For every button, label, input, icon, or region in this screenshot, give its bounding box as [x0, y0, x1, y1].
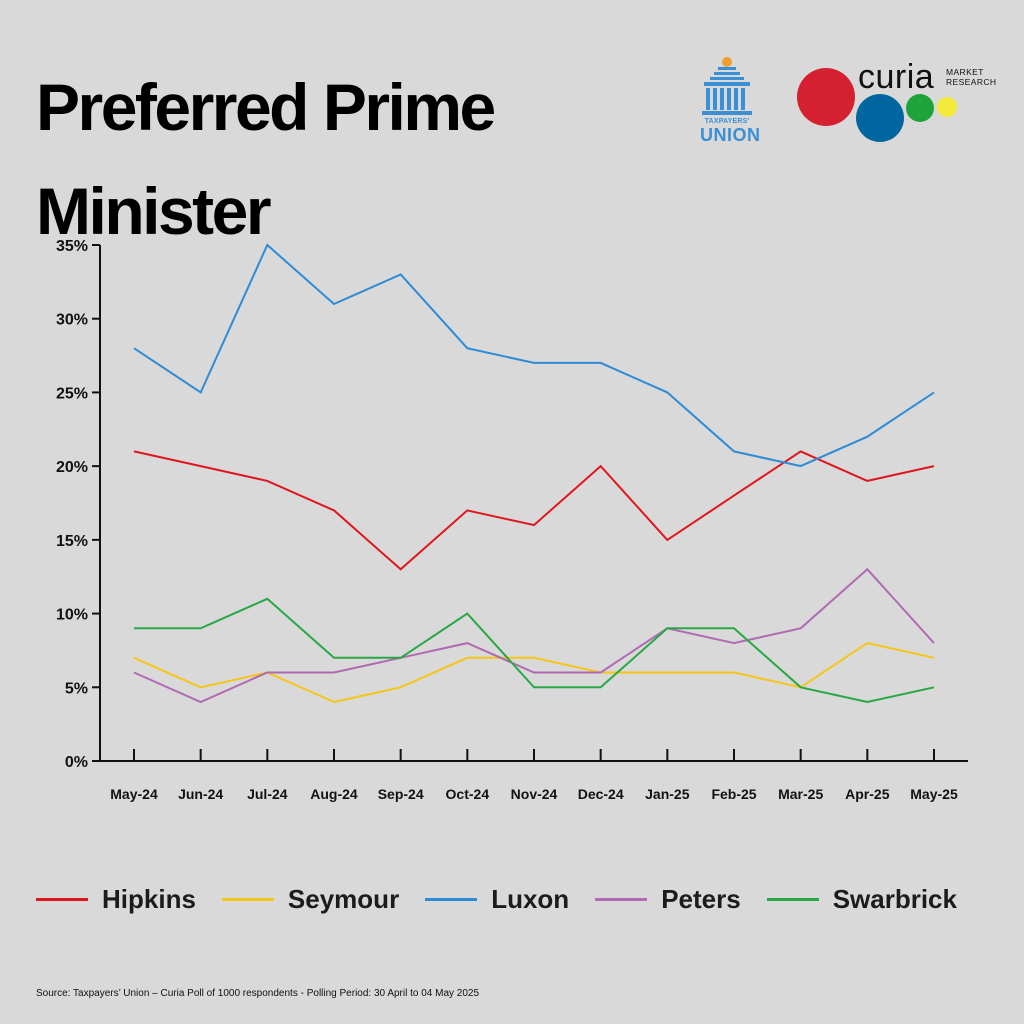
legend-item-seymour: Seymour	[221, 884, 400, 915]
legend-label: Peters	[661, 884, 741, 914]
x-tick-label: Mar-25	[778, 786, 823, 802]
source-note: Source: Taxpayers’ Union – Curia Poll of…	[36, 988, 480, 999]
x-tick-label: Nov-24	[511, 786, 558, 802]
x-tick-label: Oct-24	[446, 786, 490, 802]
legend-item-luxon: Luxon	[425, 884, 569, 915]
legend-swatch	[36, 898, 88, 901]
legend-swatch	[766, 898, 819, 901]
curia-yellow-circle	[937, 97, 957, 117]
x-tick-label: Jul-24	[247, 786, 288, 802]
curia-green-circle	[906, 94, 934, 122]
legend-item-hipkins: Hipkins	[36, 884, 196, 915]
y-tick-label: 35%	[56, 238, 88, 255]
tpu-small-text: TAXPAYERS'	[704, 118, 750, 125]
x-tick-label: Apr-25	[845, 786, 890, 802]
y-tick-label: 25%	[56, 385, 88, 402]
series-line-luxon	[133, 243, 935, 468]
legend-label: Seymour	[287, 884, 400, 914]
curia-subtitle: MARKET RESEARCH	[946, 67, 996, 87]
y-tick-label: 0%	[65, 754, 88, 771]
legend-swatch	[425, 898, 478, 901]
legend-swatch	[221, 898, 274, 901]
x-tick-label: May-25	[910, 786, 958, 802]
legend-label: Hipkins	[102, 884, 196, 914]
y-tick-label: 30%	[56, 312, 88, 329]
legend-item-peters: Peters	[595, 884, 741, 915]
curia-sub-1: MARKET	[946, 67, 984, 77]
curia-blue-circle	[856, 94, 904, 142]
chart-legend: Hipkins Seymour Luxon Peters Swarbrick	[36, 884, 983, 915]
curia-red-circle	[797, 68, 855, 126]
curia-logo	[797, 68, 957, 142]
legend-swatch	[595, 898, 648, 901]
series-line-swarbrick	[134, 597, 935, 704]
x-tick-label: Jan-25	[645, 786, 690, 802]
taxpayers-union-wordmark: TAXPAYERS' UNION	[700, 118, 761, 145]
series-line-peters	[133, 567, 935, 704]
x-tick-label: Dec-24	[578, 786, 624, 802]
x-tick-label: Feb-25	[711, 786, 756, 802]
y-tick-label: 10%	[56, 607, 88, 624]
x-tick-label: Sep-24	[378, 786, 424, 802]
legend-label: Swarbrick	[832, 884, 957, 914]
x-tick-label: May-24	[110, 786, 158, 802]
x-tick-label: Jun-24	[178, 786, 223, 802]
series-line-hipkins	[133, 450, 935, 571]
y-tick-label: 5%	[65, 680, 88, 697]
curia-wordmark: curia	[858, 58, 935, 96]
y-tick-label: 20%	[56, 459, 88, 476]
chart-title: Preferred Prime Minister	[36, 70, 496, 248]
legend-label: Luxon	[491, 884, 570, 914]
x-tick-label: Aug-24	[310, 786, 358, 802]
curia-sub-2: RESEARCH	[946, 77, 997, 87]
taxpayers-union-logo	[702, 57, 752, 115]
y-tick-label: 15%	[56, 533, 88, 550]
legend-item-swarbrick: Swarbrick	[766, 884, 957, 915]
tpu-big-text: UNION	[700, 125, 761, 145]
